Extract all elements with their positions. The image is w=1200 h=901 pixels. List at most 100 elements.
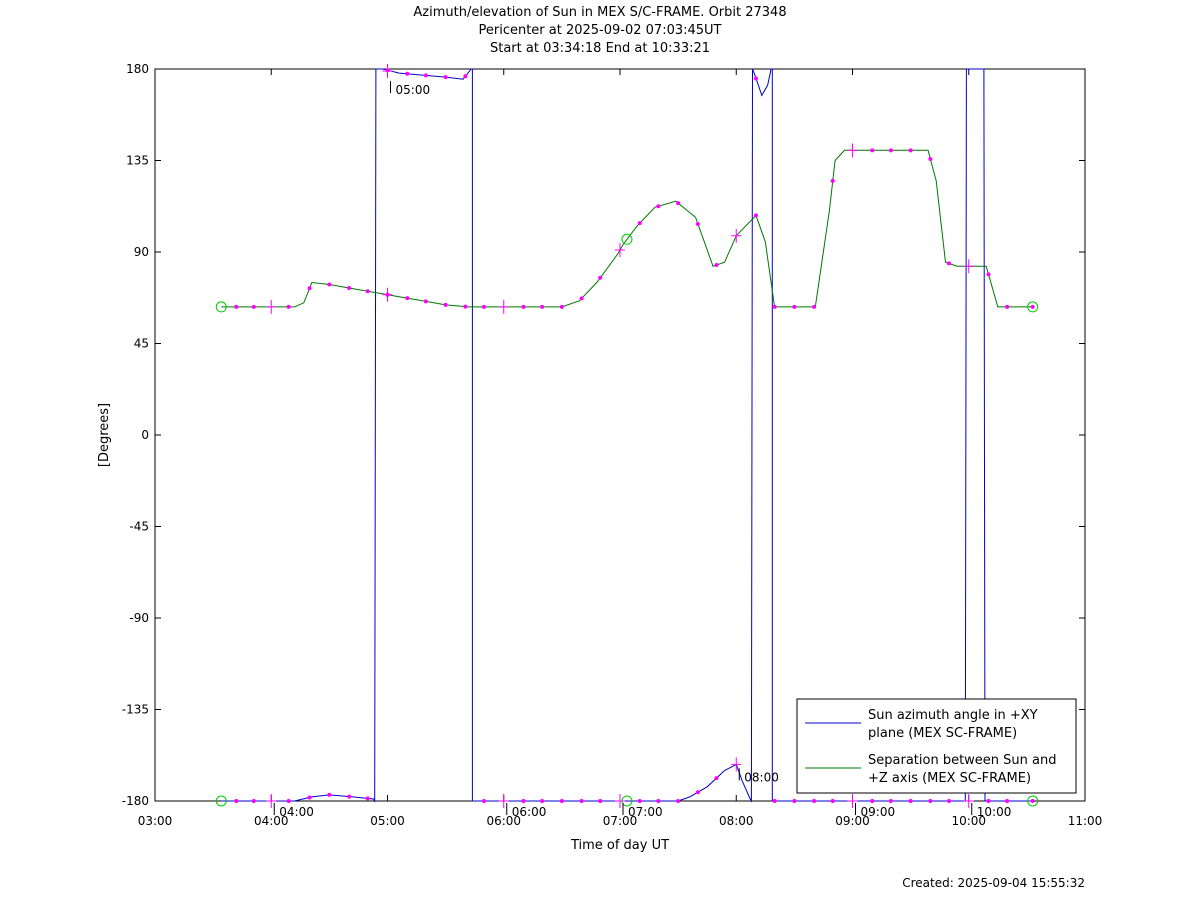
separation-marker-dot: [772, 304, 777, 309]
chart-title-line-2: Pericenter at 2025-09-02 07:03:45UT: [478, 23, 722, 38]
separation-marker-dot: [481, 304, 486, 309]
y-tick-label: -90: [129, 611, 149, 625]
x-tick-label: 10:00: [951, 814, 986, 828]
separation-marker-dot: [812, 304, 817, 309]
azimuth-marker-dot: [540, 799, 545, 803]
azimuth-marker-dot: [598, 799, 603, 803]
azimuth-marker-dot: [234, 799, 239, 803]
separation-marker-dot: [695, 221, 700, 226]
x-tick-label: 11:00: [1068, 814, 1103, 828]
hour-annotation: 10:00: [977, 805, 1012, 819]
y-tick-label: 90: [134, 245, 149, 259]
y-axis-label: [Degrees]: [97, 403, 112, 467]
azimuth-marker-dot: [754, 76, 759, 81]
separation-marker-dot: [347, 285, 352, 290]
separation-event-circle: [215, 301, 227, 313]
y-tick-label: 135: [126, 154, 149, 168]
azimuth-marker-dot: [1030, 799, 1035, 803]
separation-marker-dot: [598, 275, 603, 280]
azimuth-event-circle: [621, 795, 633, 807]
hour-annotation: 09:00: [861, 805, 896, 819]
separation-marker-dot: [870, 148, 875, 153]
separation-marker-dot: [656, 204, 661, 209]
hour-annotation: 05:00: [396, 83, 431, 97]
azimuth-marker-dot: [888, 799, 893, 803]
legend-label: Sun azimuth angle in +XY plane (MEX SC-FR…: [868, 708, 1038, 741]
separation-marker-dot: [637, 221, 642, 226]
separation-marker-dot: [1030, 304, 1035, 309]
azimuth-marker-dot: [772, 799, 777, 803]
x-tick-label: 09:00: [835, 814, 870, 828]
separation-marker-dot: [946, 261, 951, 266]
azimuth-marker-dot: [521, 799, 526, 803]
separation-marker-dot: [1005, 304, 1010, 309]
hour-annotation: 04:00: [279, 805, 314, 819]
azimuth-marker-dot: [928, 799, 933, 803]
azimuth-marker-dot: [714, 776, 719, 781]
chart-title-line-3: Start at 03:34:18 End at 10:33:21: [489, 41, 711, 56]
separation-marker-dot: [405, 296, 410, 301]
azimuth-series-line: [221, 68, 1033, 803]
legend-label: Separation between Sun and +Z axis (MEX S…: [868, 753, 1056, 786]
hour-annotation: 06:00: [512, 805, 547, 819]
separation-marker-dot: [443, 302, 448, 307]
x-tick-label: 05:00: [370, 814, 405, 828]
azimuth-marker-dot: [946, 799, 951, 803]
azimuth-marker-dot: [307, 795, 312, 800]
azimuth-marker-dot: [637, 799, 642, 803]
plot-frame: [154, 68, 1086, 802]
azimuth-marker-dot: [365, 796, 370, 801]
y-tick-label: -45: [129, 520, 149, 534]
azimuth-event-circle: [215, 795, 227, 807]
separation-marker-dot: [754, 213, 759, 218]
separation-marker-dot: [908, 148, 913, 153]
separation-marker-dot: [888, 148, 893, 153]
azimuth-marker-dot: [870, 799, 875, 803]
x-tick-label: 08:00: [719, 814, 754, 828]
x-tick-label: 06:00: [486, 814, 521, 828]
azimuth-marker-dot: [286, 799, 291, 803]
separation-marker-dot: [986, 272, 991, 277]
azimuth-marker-dot: [1005, 799, 1010, 803]
legend-box: [796, 698, 1077, 794]
y-tick-label: -135: [122, 703, 149, 717]
azimuth-marker-dot: [695, 790, 700, 795]
x-axis-label: Time of day UT: [570, 838, 669, 853]
separation-marker-dot: [423, 299, 428, 304]
azimuth-marker-dot: [656, 799, 661, 803]
chart-title-line-1: Azimuth/elevation of Sun in MEX S/C-FRAM…: [413, 5, 787, 20]
separation-event-circle: [1027, 301, 1039, 313]
azimuth-event-circle: [1027, 795, 1039, 807]
y-tick-label: -180: [122, 794, 149, 808]
azimuth-marker-dot: [812, 799, 817, 803]
azimuth-marker-dot: [327, 792, 332, 797]
y-tick-label: 0: [141, 428, 149, 442]
separation-marker-dot: [676, 201, 681, 206]
azimuth-marker-dot: [830, 799, 835, 803]
separation-event-circle: [621, 233, 633, 245]
azimuth-marker-dot: [251, 799, 256, 803]
azimuth-marker-dot: [463, 74, 468, 79]
azimuth-marker-dot: [908, 799, 913, 803]
separation-marker-dot: [463, 304, 468, 309]
x-tick-label: 04:00: [254, 814, 289, 828]
separation-marker-dot: [286, 304, 291, 309]
separation-marker-dot: [714, 263, 719, 268]
azimuth-marker-dot: [559, 799, 564, 803]
hour-annotation: 07:00: [628, 805, 663, 819]
azimuth-marker-dot: [792, 799, 797, 803]
y-tick-label: 45: [134, 337, 149, 351]
azimuth-marker-dot: [423, 73, 428, 78]
separation-marker-dot: [792, 304, 797, 309]
separation-marker-dot: [579, 296, 584, 301]
separation-marker-dot: [540, 304, 545, 309]
separation-marker-dot: [559, 304, 564, 309]
azimuth-marker-dot: [405, 71, 410, 76]
azimuth-marker-dot: [443, 75, 448, 80]
separation-marker-dot: [234, 304, 239, 309]
separation-marker-dot: [327, 282, 332, 287]
created-timestamp: Created: 2025-09-04 15:55:32: [902, 876, 1085, 890]
separation-series-line: [221, 149, 1033, 308]
separation-marker-dot: [830, 178, 835, 183]
